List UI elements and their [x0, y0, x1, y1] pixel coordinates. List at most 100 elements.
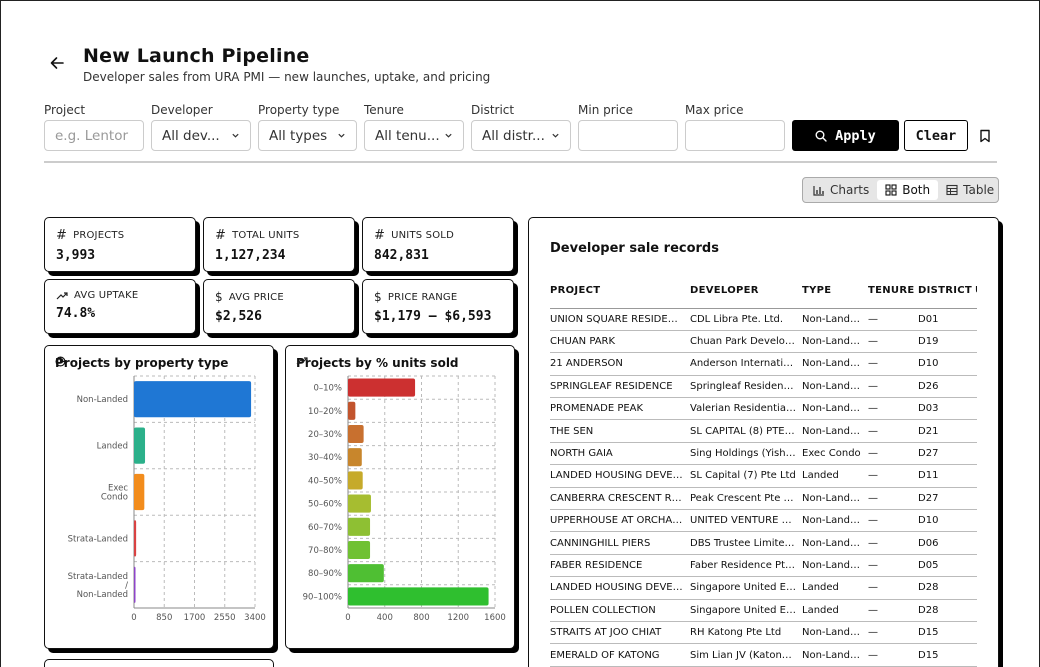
table-cell: SL CAPITAL (8) PTE …	[690, 419, 802, 443]
table-cell: RH Katong Pte Ltd	[690, 621, 802, 645]
table-row[interactable]: CANNINGHILL PIERS DBS Trustee Limite… Non-…	[550, 531, 977, 555]
bar	[348, 540, 371, 560]
table-cell: D27	[918, 487, 975, 511]
property-type-select[interactable]: All types	[258, 120, 357, 151]
bar	[134, 473, 145, 511]
chevron-down-icon	[232, 133, 239, 138]
table-cell: —	[868, 308, 918, 331]
table-cell: Valerian Residential…	[690, 397, 802, 421]
hash-icon: #	[56, 228, 68, 243]
district-label: District	[471, 103, 515, 117]
property-type-label: Property type	[258, 103, 340, 117]
table-cell	[975, 643, 977, 667]
table-cell: Exec Condo	[802, 442, 868, 466]
chart-title: Projects by % units sold	[296, 356, 459, 370]
table-row[interactable]: 21 ANDERSON Anderson Internati… Non-Landed…	[550, 352, 977, 376]
bookmark-button[interactable]	[975, 125, 995, 147]
max-price-input[interactable]	[685, 120, 785, 151]
grid-icon	[885, 184, 897, 196]
table-row[interactable]: STRAITS AT JOO CHIAT RH Katong Pte Ltd Non…	[550, 621, 977, 645]
min-price-input[interactable]	[578, 120, 678, 151]
property-type-filter: Property type All types	[258, 103, 357, 151]
table-cell: D21	[918, 419, 975, 443]
column-header[interactable]: PROJECT	[550, 274, 690, 309]
column-header[interactable]: TENURE	[868, 274, 918, 309]
back-button[interactable]	[43, 49, 71, 77]
table-cell: Landed	[802, 599, 868, 622]
table-cell: DBS Trustee Limite…	[690, 531, 802, 555]
y-tick-label: 70–80%	[308, 546, 342, 556]
table-row[interactable]: EMERALD OF KATONG Sim Lian JV (Katong… Non…	[550, 643, 977, 667]
table-row[interactable]: CANBERRA CRESCENT RE… Peak Crescent Pte ……	[550, 487, 977, 511]
table-row[interactable]: FABER RESIDENCE Faber Residence Pt… Non-La…	[550, 554, 977, 578]
table-row[interactable]: UPPERHOUSE AT ORCHA… UNITED VENTURE … Non-…	[550, 509, 977, 533]
table-row[interactable]: NORTH GAIA Sing Holdings (Yish… Exec Condo…	[550, 442, 977, 466]
table-cell: 21 ANDERSON	[550, 352, 690, 376]
stat-card-price-range: $ PRICE RANGE $1,179 – $6,593	[362, 279, 514, 334]
view-both-button[interactable]: Both	[877, 180, 939, 200]
view-charts-button[interactable]: Charts	[805, 180, 877, 200]
developer-select[interactable]: All dev...	[151, 120, 251, 151]
project-input[interactable]: e.g. Lentor	[44, 120, 144, 151]
table-cell: Sim Lian JV (Katong…	[690, 643, 802, 667]
table-cell: —	[868, 442, 918, 466]
stat-label: AVG UPTAKE	[74, 290, 139, 301]
district-select[interactable]: All distr...	[471, 120, 571, 151]
table-row[interactable]: PROMENADE PEAK Valerian Residential… Non-L…	[550, 397, 977, 421]
table-cell: UPPERHOUSE AT ORCHA…	[550, 509, 690, 533]
table-row[interactable]: LANDED HOUSING DEVEL… Singapore United E……	[550, 576, 977, 600]
table-row[interactable]: UNION SQUARE RESIDEN… CDL Libra Pte. Ltd.…	[550, 308, 977, 331]
stat-label: TOTAL UNITS	[232, 230, 300, 241]
column-header[interactable]: U	[975, 274, 977, 309]
table-cell: UNION SQUARE RESIDEN…	[550, 308, 690, 331]
table-cell: Non-Landed	[802, 419, 868, 443]
table-cell: D05	[918, 554, 975, 578]
table-body: UNION SQUARE RESIDEN… CDL Libra Pte. Ltd.…	[550, 308, 977, 667]
x-tick-label: 0	[345, 613, 350, 623]
tenure-select[interactable]: All tenu...	[364, 120, 464, 151]
table-cell: D15	[918, 621, 975, 645]
table-cell: Sing Holdings (Yish…	[690, 442, 802, 466]
view-charts-label: Charts	[830, 183, 870, 197]
apply-button[interactable]: Apply	[792, 120, 899, 151]
stat-label: PROJECTS	[73, 230, 125, 241]
table-row[interactable]: POLLEN COLLECTION Singapore United E… Land…	[550, 599, 977, 622]
bar	[348, 401, 356, 420]
stat-label: AVG PRICE	[228, 291, 284, 303]
table-cell: Non-Landed	[802, 509, 868, 533]
table-icon	[946, 184, 958, 196]
column-header[interactable]: DEVELOPER	[690, 274, 802, 309]
max-price-filter: Max price	[685, 103, 785, 151]
min-price-filter: Min price	[578, 103, 678, 151]
table-row[interactable]: THE SEN SL CAPITAL (8) PTE … Non-Landed — D2…	[550, 419, 977, 443]
table-cell: Landed	[802, 576, 868, 600]
table-cell: Faber Residence Pt…	[690, 554, 802, 578]
x-tick-label: 1200	[447, 613, 469, 623]
column-header[interactable]: TYPE	[802, 274, 868, 309]
view-table-button[interactable]: Table	[938, 180, 1002, 200]
clear-button[interactable]: Clear	[904, 120, 968, 151]
table-row[interactable]: LANDED HOUSING DEVEL… SL Capital (7) Pte …	[550, 464, 977, 488]
table-cell: —	[868, 599, 918, 622]
developer-value: All dev...	[162, 127, 220, 144]
view-table-label: Table	[963, 183, 995, 197]
table-cell	[975, 330, 977, 354]
x-tick-label: 1700	[184, 613, 206, 623]
column-header[interactable]: DISTRICT	[918, 274, 975, 309]
search-icon	[815, 130, 827, 142]
y-tick-label: Strata-Landed	[68, 572, 128, 582]
dollar-icon: $	[215, 290, 223, 304]
additional-chart-card	[44, 659, 274, 667]
bar	[348, 471, 363, 490]
table-row[interactable]: CHUAN PARK Chuan Park Develo… Non-Landed — D…	[550, 330, 977, 354]
table-row[interactable]: SPRINGLEAF RESIDENCE Springleaf Residenc……	[550, 375, 977, 399]
stat-value: 3,993	[56, 248, 96, 263]
x-tick-label: 0	[131, 613, 136, 623]
bar	[348, 494, 371, 513]
project-filter: Project e.g. Lentor	[44, 103, 144, 151]
table-cell: CDL Libra Pte. Ltd.	[690, 308, 802, 331]
table-cell: CANNINGHILL PIERS	[550, 531, 690, 555]
table-cell: —	[868, 621, 918, 645]
table-cell	[975, 531, 977, 555]
